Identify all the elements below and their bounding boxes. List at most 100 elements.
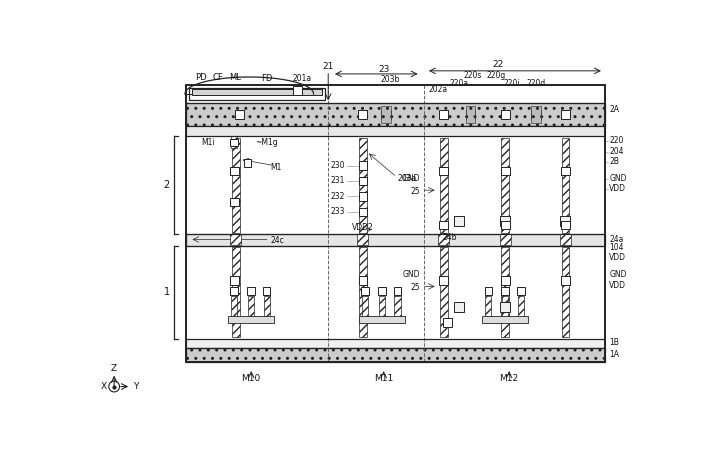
Text: 22: 22 [492,60,503,69]
Text: M12: M12 [500,374,519,383]
Text: 220d: 220d [526,79,545,88]
Text: Y: Y [133,382,138,391]
Bar [560,235,571,245]
Bar [517,287,524,295]
Text: M11: M11 [374,374,393,383]
Text: 1B: 1B [609,338,619,347]
Bar [394,287,402,295]
Bar [560,216,570,226]
Text: ~M1g: ~M1g [255,138,278,147]
Bar [362,287,369,295]
Bar [381,106,390,123]
Text: CF: CF [213,73,223,81]
Bar [466,110,475,119]
Bar [247,287,255,295]
Text: 220i: 220i [503,79,519,88]
Text: 220: 220 [609,136,623,146]
Text: GND: GND [609,174,627,183]
Bar [501,276,510,285]
Text: 232: 232 [331,192,345,201]
Bar [230,167,239,175]
Bar [440,138,448,232]
Bar [501,287,509,295]
Text: 23: 23 [378,65,390,74]
Text: GND: GND [403,270,420,280]
Text: VDD: VDD [609,184,626,193]
Bar [379,297,385,320]
Bar [501,302,510,312]
Text: 25: 25 [411,187,420,196]
Text: FD: FD [261,74,272,83]
Bar [439,276,448,285]
Text: 24b: 24b [442,233,457,243]
Bar [517,297,524,320]
Bar [482,316,529,322]
Text: 2: 2 [164,180,170,190]
Text: 201a: 201a [292,74,311,83]
Bar [359,161,367,170]
Bar [502,297,508,320]
Bar [501,138,509,232]
Bar [501,220,510,229]
Bar [501,167,510,175]
Bar [500,235,510,245]
Text: 203b: 203b [380,75,399,84]
Bar [248,297,254,320]
Bar [232,138,239,232]
Bar [561,276,569,285]
Bar [501,247,509,337]
Bar [439,110,449,119]
Bar [189,88,325,100]
Bar [485,297,491,320]
Bar [561,110,570,119]
Bar [198,89,271,92]
Bar [230,287,238,295]
Text: M1i: M1i [201,138,215,147]
Bar [186,126,605,136]
Bar [186,136,605,237]
Text: 220s: 220s [464,71,482,80]
Bar [561,167,569,175]
Bar [438,235,449,245]
Bar [244,159,251,167]
Text: 2A: 2A [609,105,619,114]
Bar [293,86,302,95]
Bar [359,177,367,185]
Bar [359,276,367,285]
Text: 24c: 24c [270,236,284,245]
Bar [562,138,569,232]
Bar [235,110,244,119]
Bar [531,106,541,123]
Text: 203a: 203a [397,174,417,183]
Bar [359,192,367,201]
Text: VDD: VDD [609,281,626,290]
Bar [562,247,569,337]
Bar [561,220,569,229]
Bar [186,348,605,362]
Bar [454,216,464,226]
Bar [358,110,367,119]
Bar [228,316,274,322]
Bar [501,216,510,226]
Text: GND: GND [609,270,627,280]
Text: 202a: 202a [429,85,448,94]
Text: 220a: 220a [449,79,469,88]
Bar [439,167,448,175]
Bar [186,234,605,246]
Bar [440,247,448,337]
Text: 1: 1 [164,287,170,297]
Text: ML: ML [229,73,241,81]
Text: 230: 230 [331,161,345,170]
Text: 231: 231 [331,176,345,185]
Bar [230,198,239,206]
Text: X: X [100,382,107,391]
Bar [501,110,510,119]
Text: 25: 25 [411,284,420,292]
Text: 104: 104 [609,243,624,252]
Bar [263,287,270,295]
Bar [192,89,322,95]
Bar [359,316,405,322]
Text: PD: PD [195,73,207,81]
Bar [232,247,239,337]
Text: GND: GND [403,174,420,183]
